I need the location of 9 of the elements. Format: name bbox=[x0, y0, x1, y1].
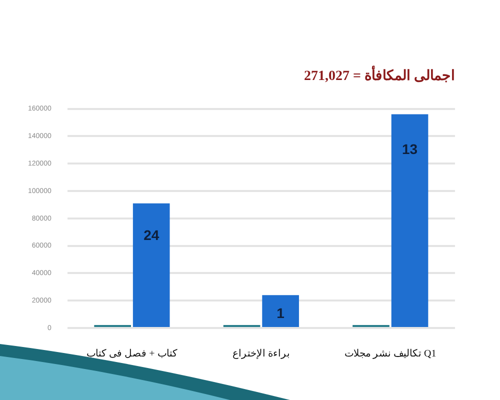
x-tick-label: تكاليف نشر مجلات Q1 bbox=[344, 348, 436, 360]
annotation: 13 bbox=[402, 140, 418, 157]
chart-title: اجمالى المكافأة = 271,027 bbox=[304, 65, 455, 84]
annotation: 1 bbox=[276, 305, 285, 322]
bar bbox=[391, 114, 428, 327]
bar bbox=[132, 203, 170, 327]
x-tick-label: كتاب + فصل فى كتاب bbox=[86, 348, 178, 360]
annotation: 24 bbox=[144, 227, 160, 244]
x-tick-label: براءة الإختراع bbox=[232, 348, 290, 360]
